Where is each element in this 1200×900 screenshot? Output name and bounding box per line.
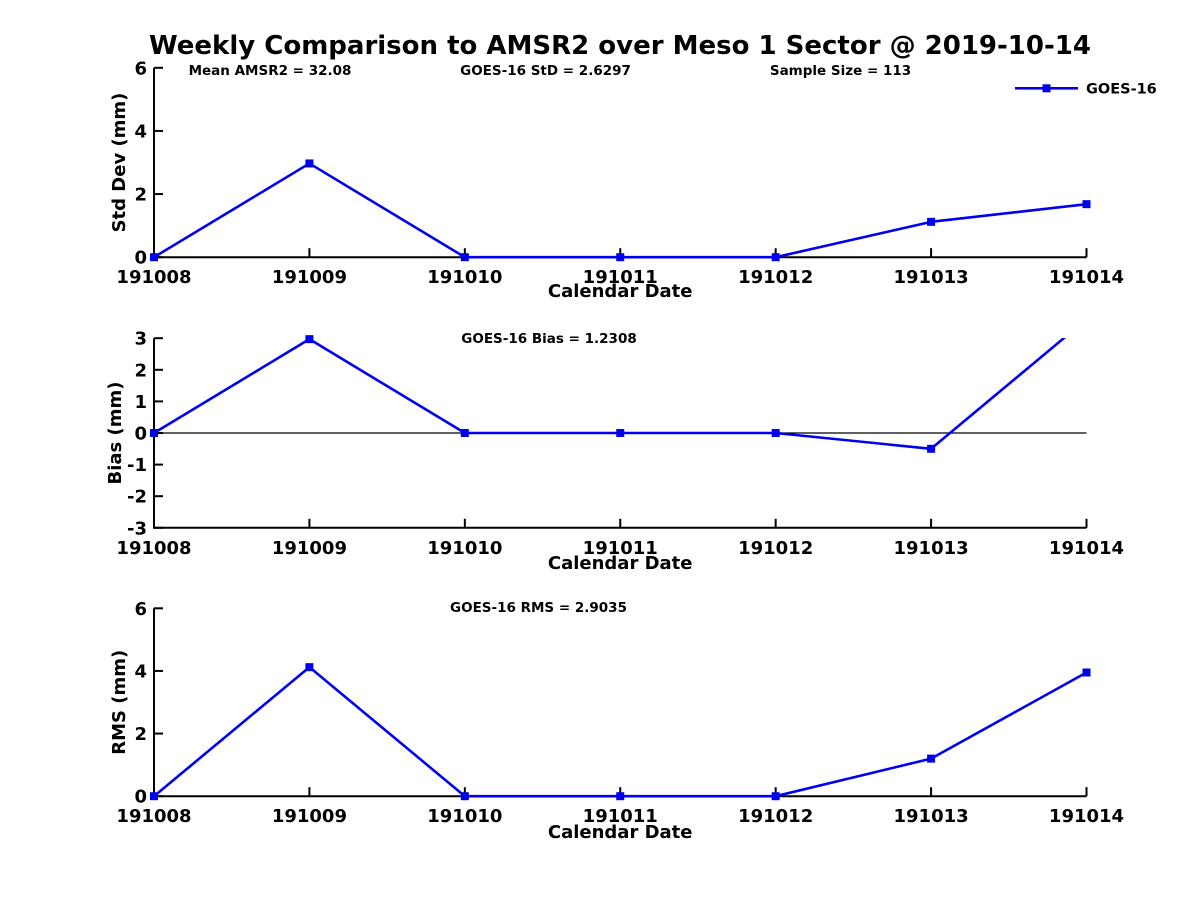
rms-chart: 0 2 4 6 191008 191009 191010 191011 191012 191013… <box>116 599 1124 827</box>
y-tick-label: -2 <box>127 487 147 508</box>
x-tick-label: 191010 <box>427 267 502 288</box>
x-tick-label: 191009 <box>272 267 347 288</box>
data-point-marker <box>927 754 936 763</box>
y-tick-label: 0 <box>134 787 147 808</box>
bias-y-axis-title: Bias (mm) <box>105 382 126 485</box>
data-point-marker <box>927 444 936 453</box>
x-tick-label: 191014 <box>1049 267 1124 288</box>
data-point-marker <box>150 429 158 437</box>
series-line <box>153 162 1087 259</box>
data-point-marker <box>927 217 936 226</box>
data-point-marker <box>771 429 780 437</box>
legend: GOES-16 <box>1015 82 1157 98</box>
x-tick-label: 191012 <box>738 806 813 827</box>
axis-frame <box>153 608 1087 798</box>
stddev-chart: 0 2 4 6 191008 191009 191010 191011 191012 191013… <box>116 58 1124 288</box>
mean-amsr2-annotation: Mean AMSR2 = 32.08 <box>189 63 352 79</box>
x-tick-label: 191009 <box>272 806 347 827</box>
sample-size-annotation: Sample Size = 113 <box>770 63 911 79</box>
y-tick-label: 2 <box>134 724 147 745</box>
data-point-marker <box>305 159 314 168</box>
stddev-x-axis-title: Calendar Date <box>548 281 693 302</box>
legend-label: GOES-16 <box>1086 82 1157 98</box>
data-point-marker <box>1082 668 1091 677</box>
y-tick-label: 0 <box>134 248 147 269</box>
data-point-marker <box>305 663 314 672</box>
data-point-marker <box>616 253 625 262</box>
y-tick-label: -1 <box>127 455 147 476</box>
data-point-marker <box>460 429 469 437</box>
stddev-y-axis-title: Std Dev (mm) <box>109 93 130 233</box>
y-tick-label: 3 <box>134 329 147 350</box>
x-tick-label: 191011 <box>583 538 658 559</box>
data-point-marker <box>771 253 780 262</box>
x-tick-label: 191012 <box>738 267 813 288</box>
rms-y-axis-title: RMS (mm) <box>109 650 130 755</box>
x-tick-label: 191013 <box>894 267 969 288</box>
x-tick-label: 191013 <box>894 806 969 827</box>
x-tick-label: 191014 <box>1049 806 1124 827</box>
x-tick-label: 191008 <box>116 538 191 559</box>
y-tick-label: 1 <box>134 392 147 413</box>
data-point-marker <box>616 429 625 437</box>
bias-x-axis-title: Calendar Date <box>548 553 693 574</box>
series-line <box>153 665 1088 798</box>
goes16-std-annotation: GOES-16 StD = 2.6297 <box>460 63 631 79</box>
legend-square-marker-icon <box>1042 84 1051 93</box>
data-point-marker <box>460 792 469 801</box>
y-tick-label: 0 <box>134 424 147 445</box>
goes16-bias-annotation: GOES-16 Bias = 1.2308 <box>461 331 636 347</box>
data-point-marker <box>616 792 625 801</box>
data-point-marker <box>150 792 158 801</box>
x-tick-label: 191011 <box>583 806 658 827</box>
x-tick-label: 191010 <box>427 806 502 827</box>
bias-chart: -3 -2 -1 0 1 2 3 191008 191009 191010 191011 191012… <box>116 329 1124 559</box>
x-tick-label: 191008 <box>116 267 191 288</box>
axis-frame <box>153 67 1087 259</box>
goes16-rms-annotation: GOES-16 RMS = 2.9035 <box>450 600 627 616</box>
x-tick-label: 191009 <box>272 538 347 559</box>
data-point-marker <box>460 253 469 262</box>
data-point-marker <box>150 253 158 262</box>
rms-x-axis-title: Calendar Date <box>548 822 693 843</box>
y-tick-label: 2 <box>134 360 147 381</box>
x-tick-label: 191014 <box>1049 538 1124 559</box>
y-tick-label: 4 <box>134 121 147 142</box>
data-point-marker <box>1082 200 1091 209</box>
x-tick-label: 191013 <box>894 538 969 559</box>
x-tick-label: 191011 <box>583 267 658 288</box>
y-tick-label: -3 <box>127 518 147 539</box>
y-tick-label: 6 <box>134 599 147 620</box>
x-tick-label: 191010 <box>427 538 502 559</box>
data-point-marker <box>305 335 314 344</box>
y-tick-label: 4 <box>134 661 147 682</box>
x-tick-label: 191008 <box>116 806 191 827</box>
data-point-marker <box>771 792 780 801</box>
figure-title: Weekly Comparison to AMSR2 over Meso 1 S… <box>149 31 1091 61</box>
y-tick-label: 6 <box>134 58 147 79</box>
x-tick-label: 191012 <box>738 538 813 559</box>
y-tick-label: 2 <box>134 185 147 206</box>
